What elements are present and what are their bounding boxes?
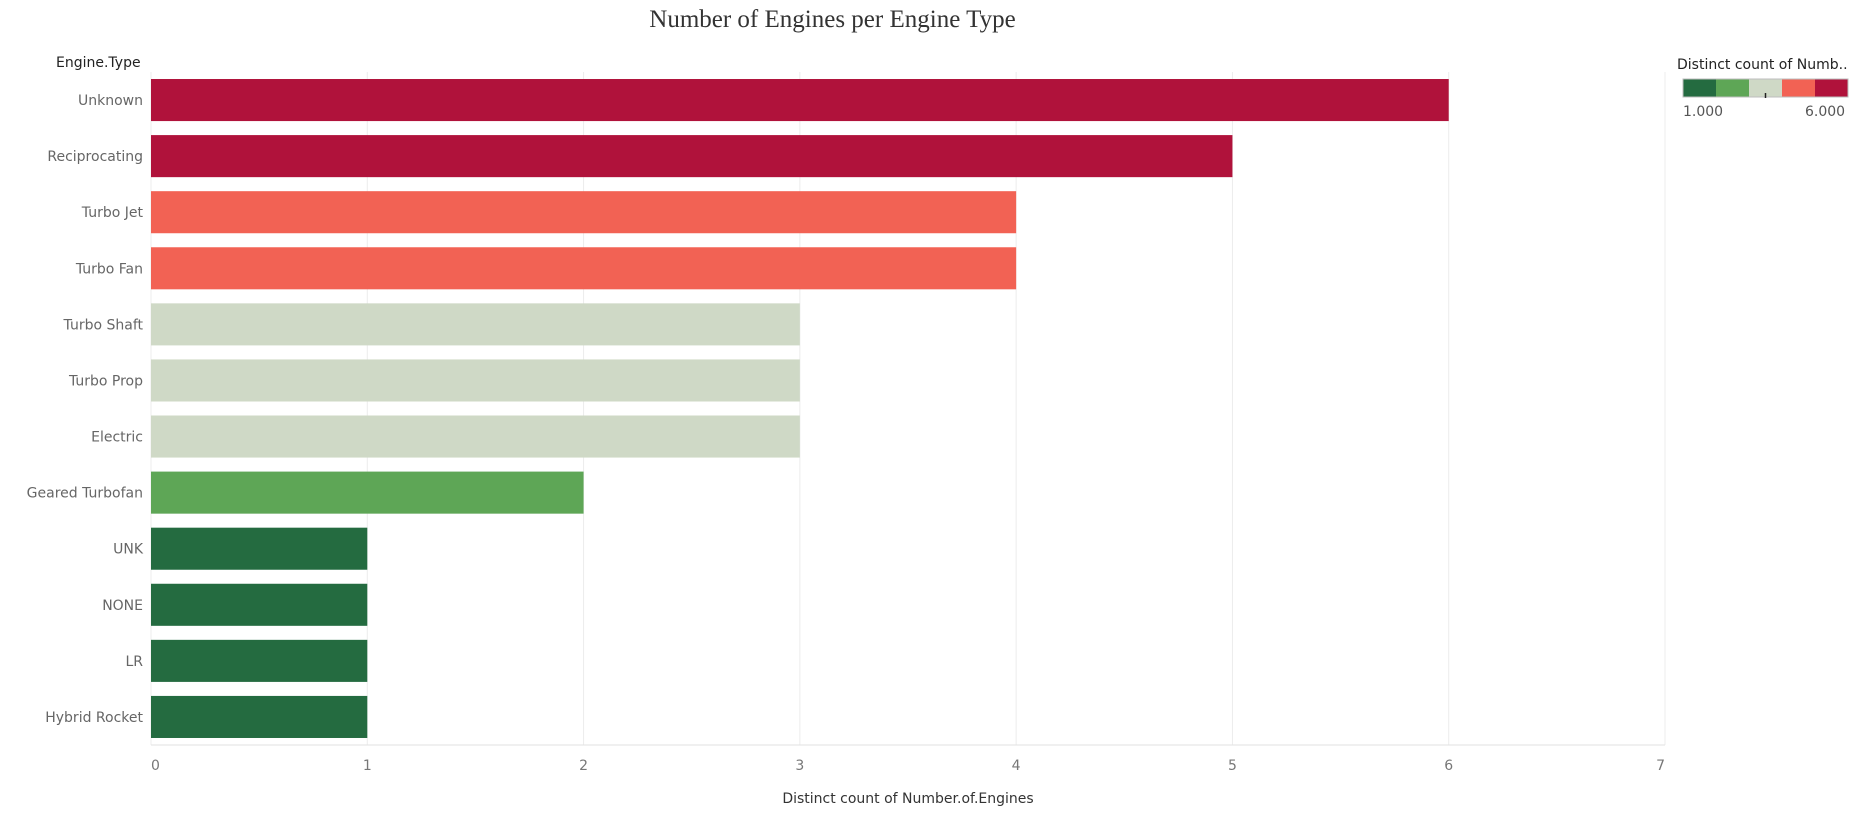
tick-label: 4 bbox=[1012, 758, 1021, 774]
gridlines bbox=[150, 72, 1666, 746]
tick-label: 0 bbox=[151, 758, 160, 774]
bar[interactable] bbox=[151, 359, 800, 402]
bars[interactable] bbox=[151, 79, 1449, 738]
bar[interactable] bbox=[151, 303, 800, 346]
bar[interactable] bbox=[151, 191, 1017, 234]
bar[interactable] bbox=[151, 135, 1233, 178]
category-label: Reciprocating bbox=[47, 149, 143, 165]
tick-label: 5 bbox=[1228, 758, 1237, 774]
tick-label: 6 bbox=[1444, 758, 1453, 774]
legend-max-label: 6.000 bbox=[1805, 104, 1846, 120]
legend-swatch[interactable] bbox=[1716, 79, 1749, 97]
x-axis-label: Distinct count of Number.of.Engines bbox=[782, 791, 1033, 807]
legend-min-label: 1.000 bbox=[1683, 104, 1724, 120]
legend-swatch[interactable] bbox=[1683, 79, 1716, 97]
category-labels: Unknown Reciprocating Turbo Jet Turbo Fan Tu… bbox=[27, 93, 144, 726]
legend-title: Distinct count of Numb.. bbox=[1677, 57, 1848, 73]
category-label: Turbo Fan bbox=[75, 261, 143, 277]
bar[interactable] bbox=[151, 583, 368, 626]
bar[interactable] bbox=[151, 415, 800, 458]
bar[interactable] bbox=[151, 639, 368, 682]
tick-label: 7 bbox=[1656, 758, 1665, 774]
category-label: LR bbox=[125, 654, 143, 670]
category-label: Turbo Jet bbox=[81, 205, 144, 221]
category-label: Hybrid Rocket bbox=[45, 710, 143, 726]
legend-swatch[interactable] bbox=[1782, 79, 1815, 97]
category-label: Electric bbox=[91, 430, 143, 446]
bar[interactable] bbox=[151, 247, 1017, 290]
category-label: Turbo Shaft bbox=[63, 317, 144, 333]
category-label: Turbo Prop bbox=[68, 373, 143, 389]
bar[interactable] bbox=[151, 471, 584, 514]
legend-swatch[interactable] bbox=[1749, 79, 1782, 97]
x-axis-ticks: 0 1 2 3 4 5 6 7 bbox=[151, 758, 1665, 774]
chart-title: Number of Engines per Engine Type bbox=[649, 6, 1016, 33]
bar[interactable] bbox=[151, 695, 368, 738]
color-legend[interactable] bbox=[1682, 78, 1849, 98]
tick-label: 2 bbox=[579, 758, 588, 774]
legend-swatch[interactable] bbox=[1815, 79, 1848, 97]
tick-label: 3 bbox=[795, 758, 804, 774]
bar[interactable] bbox=[151, 527, 368, 570]
row-header-label: Engine.Type bbox=[56, 55, 141, 71]
bar[interactable] bbox=[151, 79, 1449, 122]
category-label: NONE bbox=[102, 598, 143, 614]
tick-label: 1 bbox=[363, 758, 372, 774]
category-label: UNK bbox=[113, 542, 144, 558]
category-label: Unknown bbox=[78, 93, 143, 109]
category-label: Geared Turbofan bbox=[27, 486, 143, 502]
